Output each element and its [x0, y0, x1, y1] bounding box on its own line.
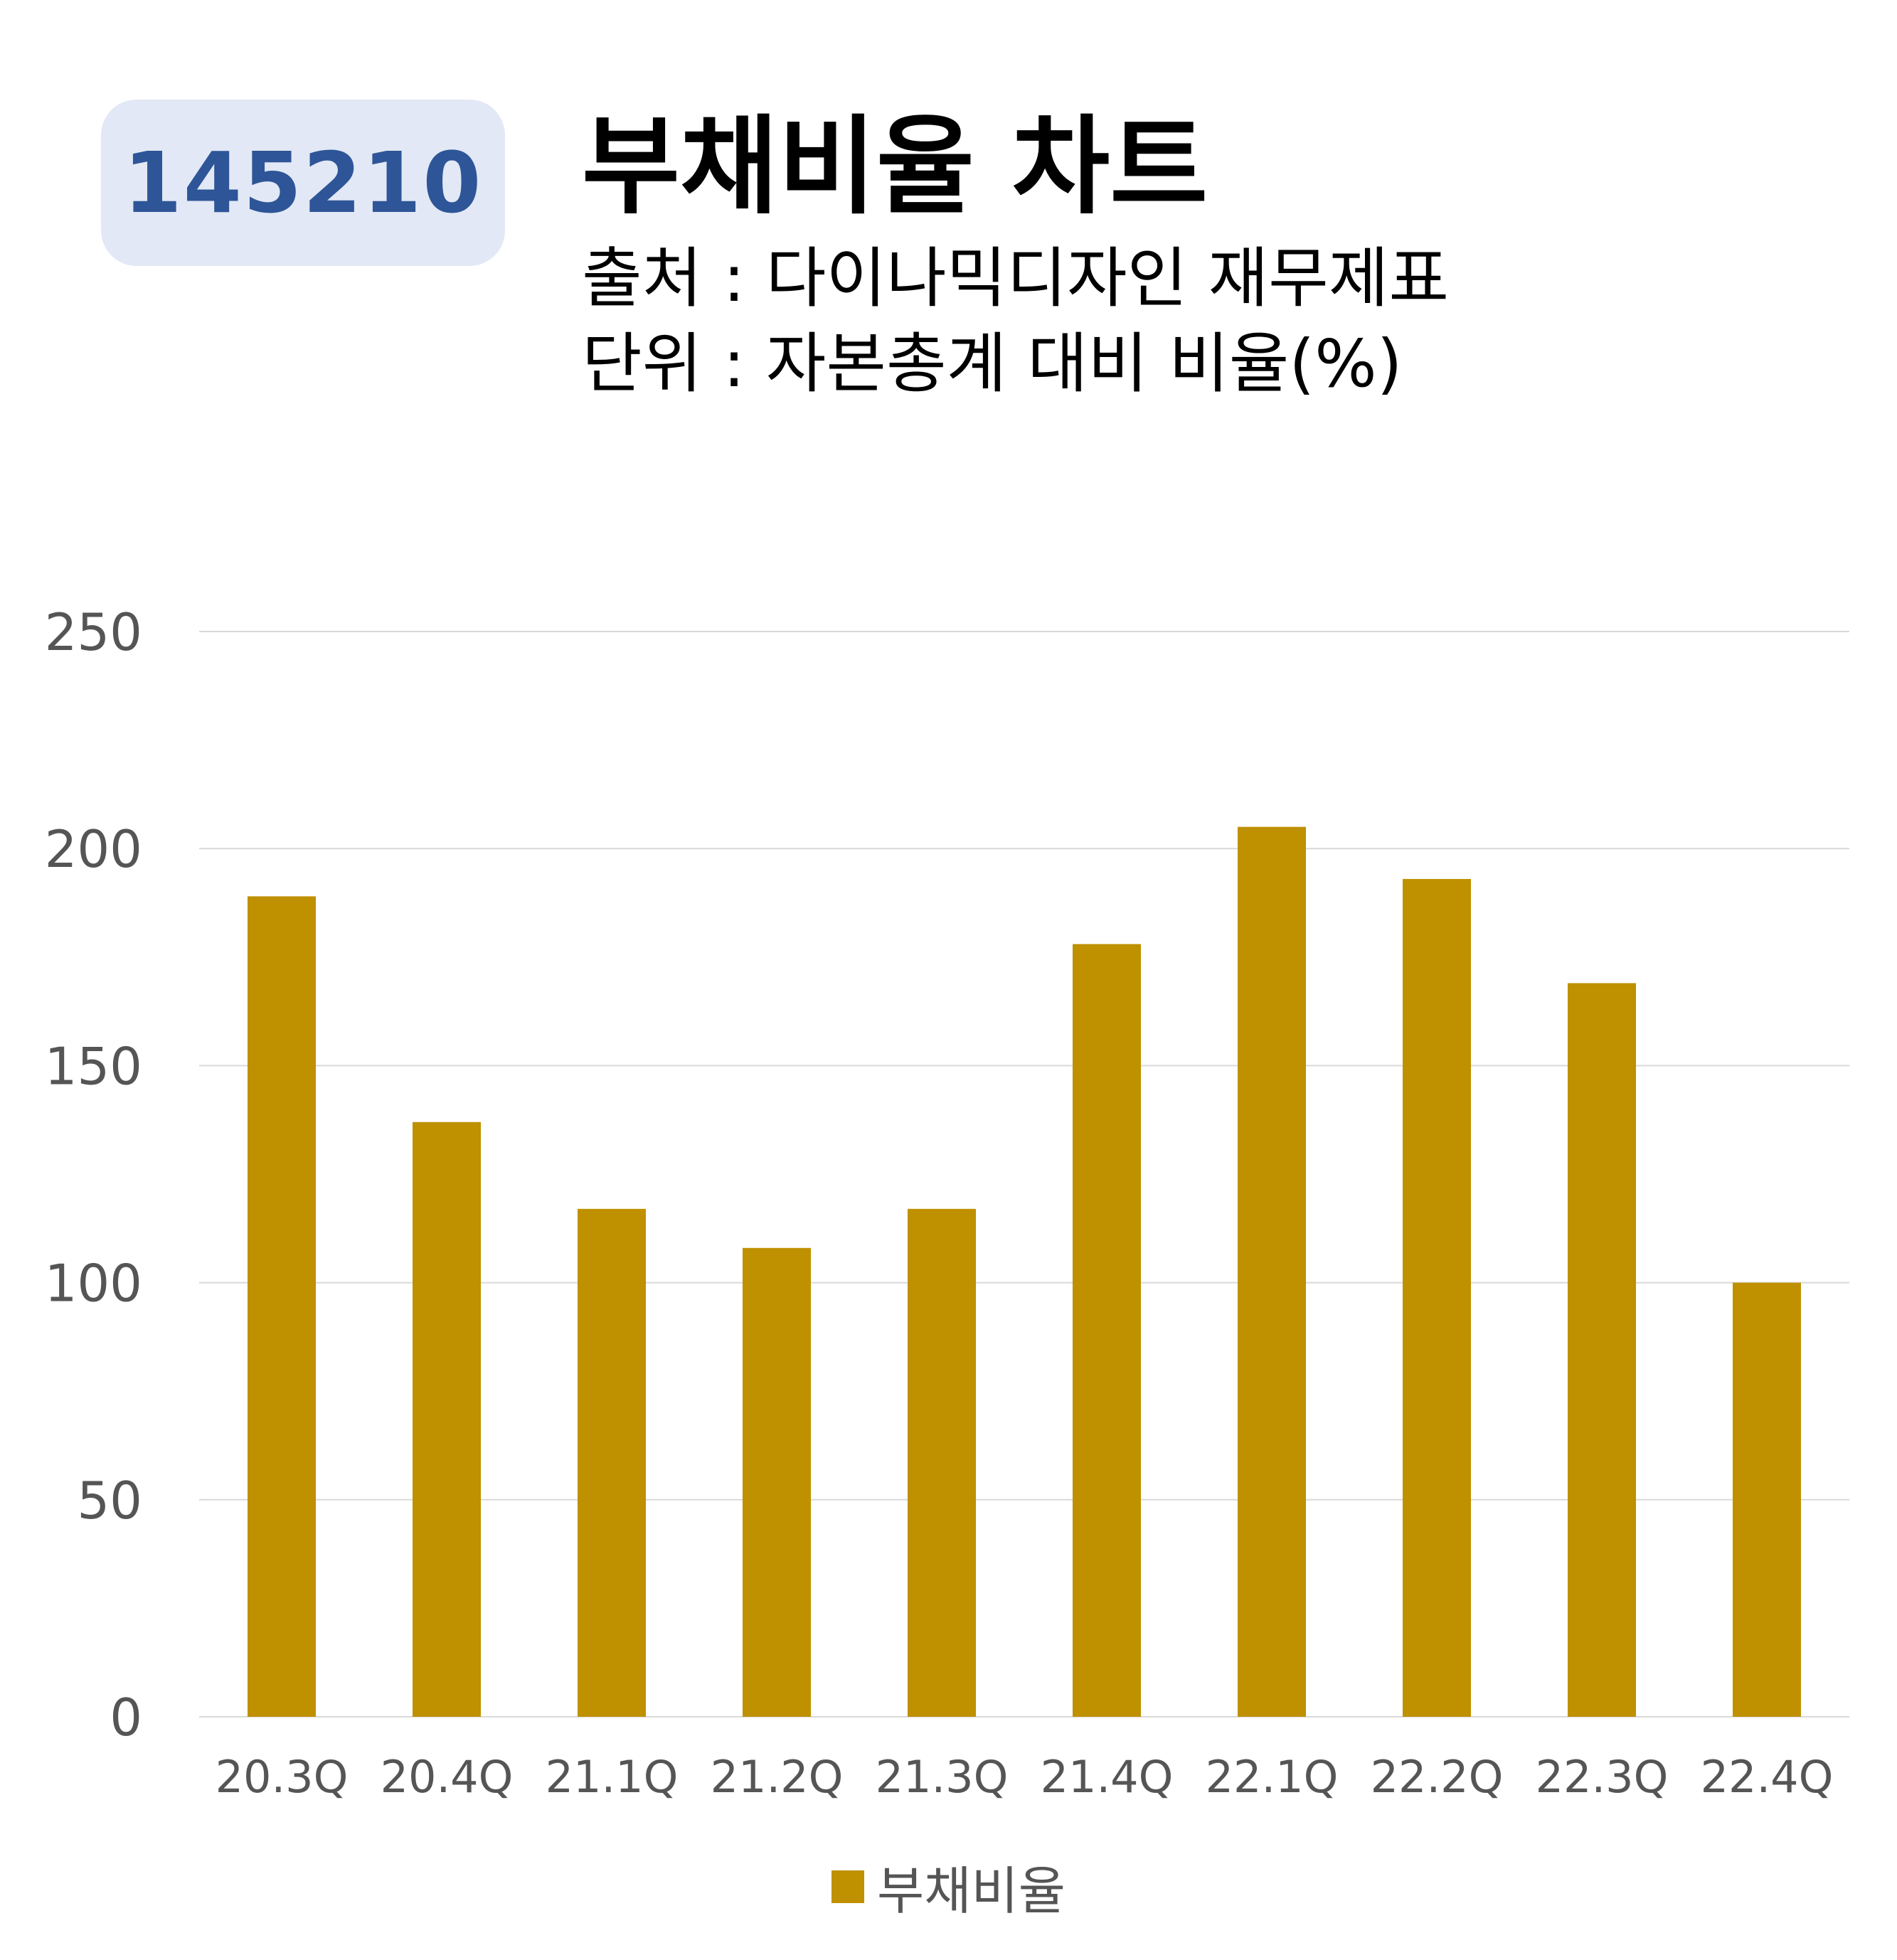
legend-label: 부채비율 — [877, 1861, 1066, 1921]
y-tick-label: 0 — [110, 1688, 142, 1747]
y-tick-label: 200 — [45, 819, 142, 879]
bar — [248, 896, 316, 1717]
source-text: 출처 : 다이나믹디자인 재무제표 — [582, 240, 1450, 316]
bar — [743, 1247, 811, 1717]
x-tick-label: 21.3Q — [876, 1751, 1009, 1803]
y-tick-label: 150 — [45, 1036, 142, 1096]
x-tick-label: 21.2Q — [711, 1751, 844, 1803]
bars — [248, 826, 1801, 1717]
legend: 부채비율 — [0, 1849, 1897, 1924]
y-tick-label: 250 — [45, 602, 142, 662]
bar — [908, 1208, 976, 1717]
bar — [1733, 1282, 1801, 1717]
title-block: 부채비율 차트 출처 : 다이나믹디자인 재무제표 단위 : 자본총계 대비 비… — [582, 114, 1449, 397]
bar — [1403, 878, 1471, 1717]
x-tick-label: 21.4Q — [1041, 1751, 1174, 1803]
x-tick-label: 21.1Q — [546, 1751, 679, 1803]
x-tick-label: 20.3Q — [216, 1751, 349, 1803]
y-tick-label: 100 — [45, 1254, 142, 1314]
chart-title: 부채비율 차트 — [582, 105, 1208, 229]
bar — [1073, 944, 1141, 1717]
bar — [413, 1122, 481, 1717]
y-axis-ticks: 0 50 100 150 200 250 — [45, 602, 142, 1747]
bar — [1568, 983, 1636, 1717]
x-axis-ticks: 20.3Q 20.4Q 21.1Q 21.2Q 21.3Q 21.4Q 22.1Q 22.2Q… — [216, 1751, 1834, 1803]
bar — [578, 1208, 646, 1717]
unit-text: 단위 : 자본총계 대비 비율(%) — [582, 326, 1403, 402]
y-tick-label: 50 — [77, 1471, 142, 1530]
x-tick-label: 20.4Q — [381, 1751, 514, 1803]
code-badge: 145210 — [101, 100, 505, 266]
bar — [1238, 826, 1306, 1717]
legend-swatch — [831, 1870, 865, 1903]
x-tick-label: 22.4Q — [1701, 1751, 1834, 1803]
stock-code: 145210 — [123, 134, 483, 232]
x-tick-label: 22.1Q — [1206, 1751, 1339, 1803]
x-tick-label: 22.3Q — [1536, 1751, 1669, 1803]
x-tick-label: 22.2Q — [1371, 1751, 1504, 1803]
